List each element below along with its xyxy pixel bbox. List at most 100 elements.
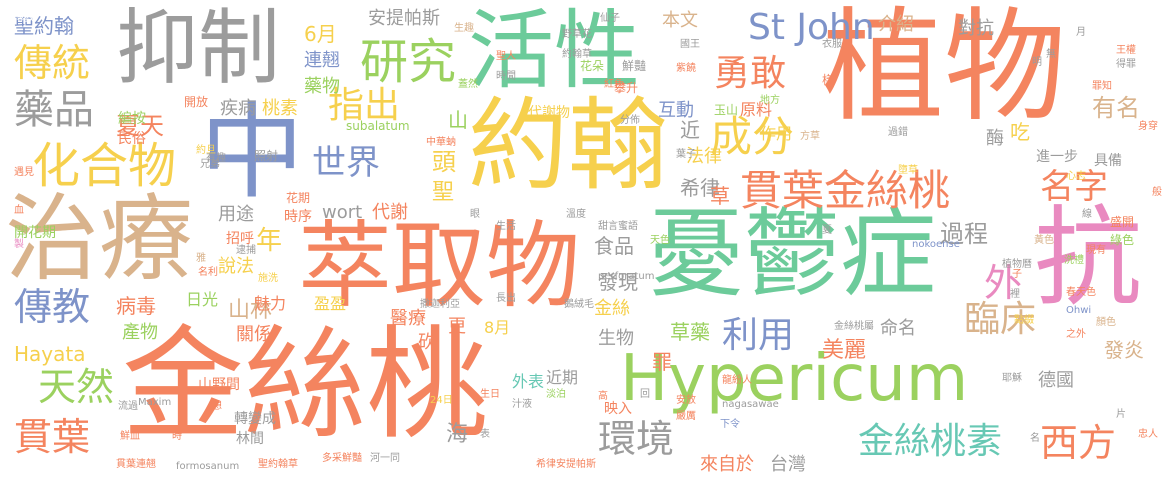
word: 對抗 xyxy=(958,18,994,39)
word: 約旦 xyxy=(196,145,216,156)
word: nagasawae xyxy=(722,399,779,410)
word: 分佈 xyxy=(620,115,640,126)
word: 野草花 xyxy=(562,29,592,40)
word: 長出 xyxy=(496,293,516,304)
word: 植物 xyxy=(822,0,1066,138)
word: 耶穌 xyxy=(1002,373,1022,384)
word: 蓋然 xyxy=(458,79,478,90)
word: 血 xyxy=(14,205,24,216)
word: 發炎 xyxy=(1104,338,1144,362)
word: 中 xyxy=(200,91,305,213)
word: 砍 xyxy=(418,332,436,353)
word: 產物 xyxy=(122,322,158,343)
word: 下令 xyxy=(720,419,740,430)
word: 名字 xyxy=(1040,167,1108,207)
word: 攀升 xyxy=(614,81,639,95)
word: 病毒 xyxy=(116,294,156,318)
word: 仙子 xyxy=(600,13,620,24)
word: 成分 xyxy=(710,112,795,161)
word: 鵝絨毛 xyxy=(564,299,594,310)
word: 德國 xyxy=(1038,370,1074,391)
word: 製 xyxy=(14,239,24,250)
word: 生活 xyxy=(496,221,516,232)
word: 回 xyxy=(640,389,650,400)
word: 生物 xyxy=(598,328,634,349)
word: wort xyxy=(322,202,363,223)
word: 憂鬱症 xyxy=(648,198,936,310)
word: 命名 xyxy=(880,318,916,339)
word: 作用 xyxy=(760,124,793,143)
word: 抗 xyxy=(1034,196,1143,321)
word: Hayata xyxy=(14,342,86,366)
word: 化合物 xyxy=(32,138,177,194)
word: 發現 xyxy=(598,270,638,294)
word: 貫葉金絲桃 xyxy=(740,166,951,215)
word: 具備 xyxy=(1094,153,1122,169)
word: 草藥 xyxy=(670,320,710,344)
word: 明 xyxy=(1032,57,1042,68)
word: 樣 xyxy=(822,73,835,87)
word: perforatum xyxy=(598,271,655,282)
word: 過程 xyxy=(940,220,988,248)
word: 甜言蜜語 xyxy=(598,221,638,232)
word: 花朵 xyxy=(580,59,605,73)
word: 聖約翰 xyxy=(14,14,74,38)
word: 過錯 xyxy=(888,127,908,138)
word: 約翰 xyxy=(468,87,668,204)
word: 眼 xyxy=(470,209,480,220)
word: 玉山 xyxy=(714,103,739,117)
word: 互動 xyxy=(658,100,694,121)
word: 月 xyxy=(1076,27,1086,38)
word: 草 xyxy=(710,184,730,208)
word: 多采鮮豔 xyxy=(322,453,362,464)
word: 雅 xyxy=(196,253,206,264)
word: 時間 xyxy=(496,71,516,82)
word: 流過 xyxy=(118,401,138,412)
word: 聖人 xyxy=(496,51,516,62)
word: 更 xyxy=(448,316,466,337)
word: 無 xyxy=(1046,49,1056,60)
word: 植物曆 xyxy=(1002,259,1032,270)
word: 花期 xyxy=(286,191,311,205)
word: 希律安提帕斯 xyxy=(536,459,596,470)
word: 點綴 xyxy=(1014,315,1034,326)
word: 近 xyxy=(680,118,700,142)
word: 時序 xyxy=(284,209,312,225)
word: 8月 xyxy=(484,318,511,337)
word: 罪 xyxy=(652,350,672,374)
word: 24日 xyxy=(430,395,453,406)
word: 疾病 xyxy=(220,98,256,119)
word: 鮮豔 xyxy=(622,59,647,73)
word: 墮草 xyxy=(898,165,918,176)
word: 介紹 xyxy=(878,14,914,35)
word: 研究 xyxy=(360,34,457,90)
word: 安放 xyxy=(676,395,696,406)
word: 生日 xyxy=(480,389,500,400)
word: 指出 xyxy=(328,85,401,126)
word: 環境 xyxy=(598,417,675,461)
word: 有名 xyxy=(1092,94,1140,122)
word: 紫饒 xyxy=(676,63,696,74)
word: 關係 xyxy=(236,324,272,345)
word: 聖 xyxy=(432,180,455,205)
word: 頭 xyxy=(432,148,456,176)
word: 山 xyxy=(448,108,468,132)
word: 醫療 xyxy=(390,308,426,329)
word: 逮捕 xyxy=(236,245,256,256)
word: 嚴厲 xyxy=(676,411,696,422)
word: Maxim xyxy=(138,397,172,408)
word: 金絲 xyxy=(594,298,630,319)
word: 河一同 xyxy=(370,453,400,464)
word: 傳教 xyxy=(14,285,91,329)
word: 原料 xyxy=(740,100,773,119)
word: 食品 xyxy=(594,234,634,258)
word: 傳教 xyxy=(14,13,34,24)
word: 年 xyxy=(256,226,283,256)
word: 金絲桃屬 xyxy=(834,321,874,332)
word: 聖約翰草 xyxy=(258,459,298,470)
word: 現有 xyxy=(1086,245,1106,256)
word: nokoense xyxy=(912,239,960,250)
word: St John xyxy=(748,7,875,48)
word: 世界 xyxy=(312,143,380,183)
